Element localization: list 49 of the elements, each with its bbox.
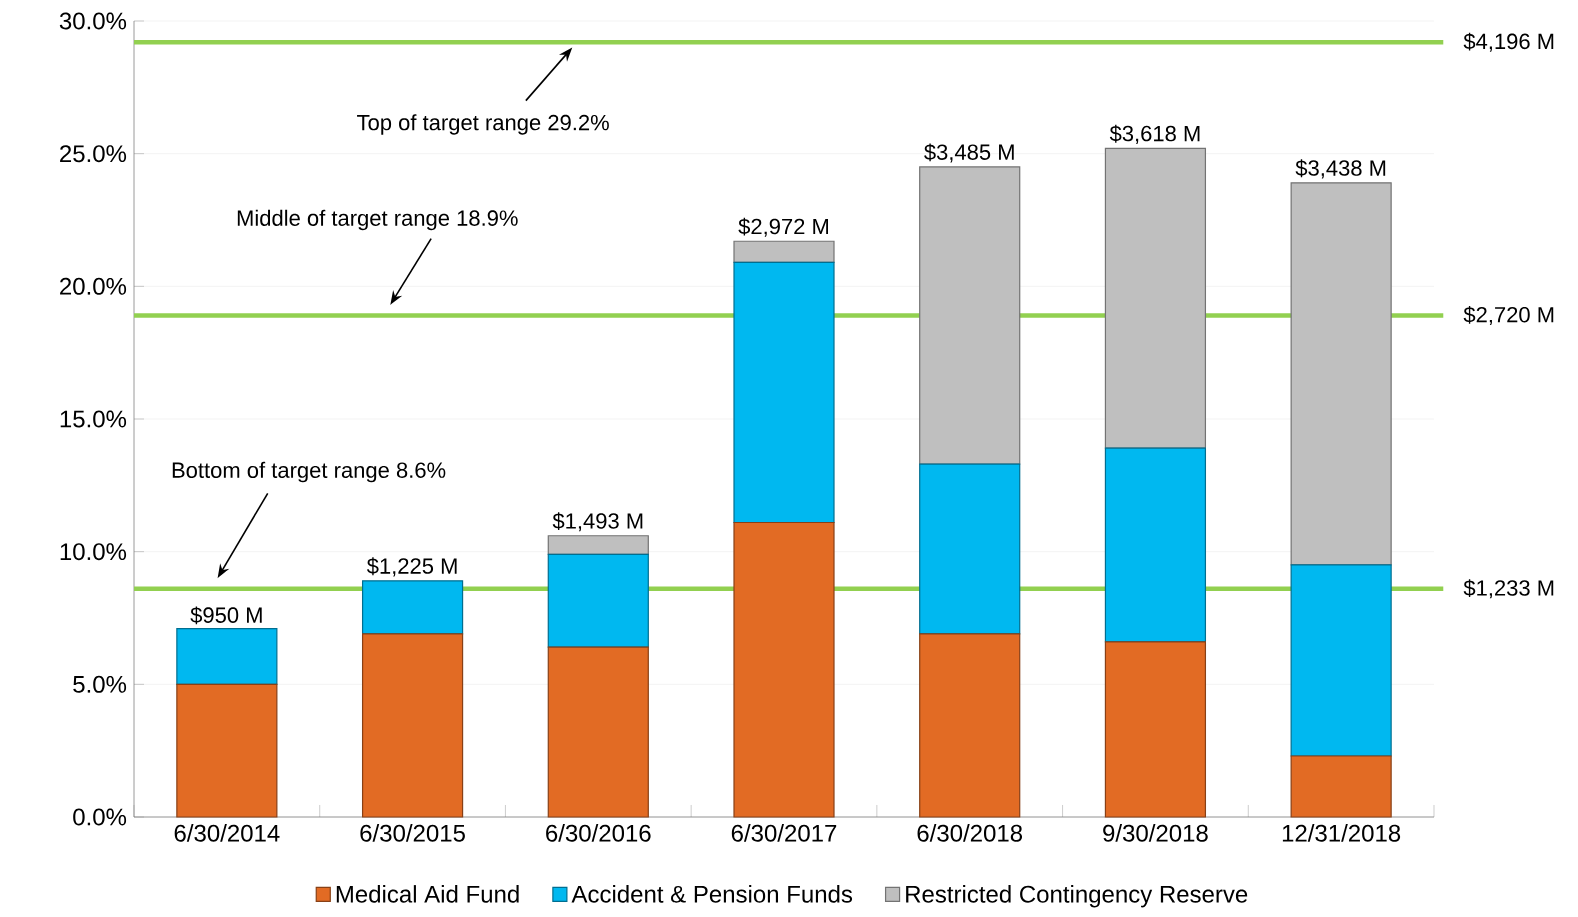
bar (1104, 147, 1207, 449)
bar (176, 683, 278, 818)
x-tick-label: 6/30/2015 (360, 824, 465, 842)
annotation: $1,225 M (366, 557, 457, 577)
x-tick-label: 6/30/2018 (917, 824, 1023, 842)
annotation: Middle of target range 18.9% (237, 209, 518, 231)
legend-label: Accident & Pension Funds (571, 885, 853, 903)
y-tick-label: 5.0% (73, 675, 127, 693)
bar (1104, 641, 1207, 818)
x-tick-label: 6/30/2014 (174, 824, 280, 842)
bar (1104, 447, 1207, 643)
annotation: $950 M (190, 606, 262, 625)
bar (733, 261, 835, 524)
x-tick-label: 6/30/2016 (546, 824, 651, 842)
annotation: $1,493 M (552, 512, 643, 532)
bar (547, 535, 649, 555)
legend-label: Medical Aid Fund (336, 885, 519, 903)
bar (1290, 564, 1392, 757)
legend-label: Restricted Contingency Reserve (906, 885, 1248, 908)
annotation: Bottom of target range 8.6% (172, 461, 446, 483)
y-tick-label: 0.0% (73, 808, 127, 826)
y-tick-label: 15.0% (60, 410, 127, 428)
x-tick-label: 6/30/2017 (731, 824, 837, 842)
bar (919, 463, 1021, 635)
bar (361, 580, 464, 635)
annotation: Top of target range 29.2% (357, 114, 609, 135)
annotation: $2,972 M (738, 217, 829, 237)
ref-line-label: $2,720 M (1463, 305, 1554, 326)
y-tick-label: 30.0% (59, 12, 127, 30)
y-tick-label: 20.0% (60, 277, 127, 295)
annotation: $3,485 M (924, 143, 1014, 163)
annotation: $3,618 M (1109, 124, 1200, 144)
bar (176, 628, 278, 685)
bar (733, 521, 835, 818)
bar (361, 633, 464, 818)
bar (1290, 182, 1392, 566)
x-tick-label: 12/31/2018 (1282, 824, 1401, 842)
bar (547, 646, 649, 818)
bar (733, 240, 835, 264)
bar (919, 633, 1021, 818)
annotation: $3,438 M (1295, 159, 1386, 179)
bar (547, 553, 649, 648)
ref-line-label: $1,233 M (1463, 579, 1554, 599)
bar (919, 166, 1021, 465)
bar (1290, 755, 1392, 818)
y-tick-label: 25.0% (60, 145, 127, 163)
ref-line-label: $4,196 M (1463, 32, 1554, 52)
y-tick-label: 10.0% (60, 543, 127, 561)
x-tick-label: 9/30/2018 (1103, 824, 1208, 842)
